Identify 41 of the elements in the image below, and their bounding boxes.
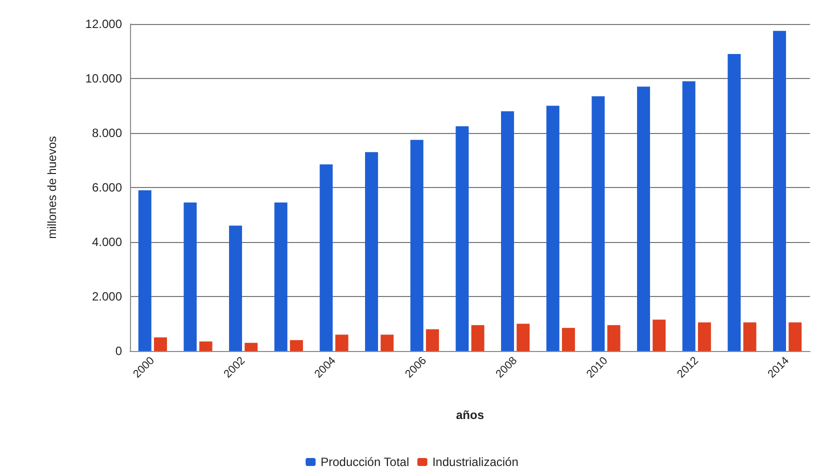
y-axis-title: millones de huevos [45, 136, 59, 239]
bar [290, 340, 303, 351]
bar [471, 325, 484, 351]
bar [592, 96, 605, 351]
bar [426, 329, 439, 351]
bar [637, 86, 650, 351]
bar [773, 30, 786, 351]
bar [380, 334, 394, 351]
bar [546, 106, 560, 351]
bar [335, 334, 348, 351]
bar [365, 152, 378, 351]
bar [229, 226, 242, 351]
bar [138, 190, 152, 351]
bar [788, 322, 802, 351]
bar [154, 337, 167, 351]
bar [199, 341, 212, 351]
bar [652, 320, 666, 351]
y-tick-label: 4.000 [92, 235, 122, 249]
bar [562, 328, 575, 351]
bar [184, 202, 197, 351]
bar [501, 111, 514, 351]
y-tick-label: 2.000 [92, 290, 122, 304]
bar [244, 342, 258, 351]
bar [728, 54, 741, 351]
bar [698, 322, 711, 351]
bar [456, 126, 469, 351]
y-tick-label: 6.000 [92, 180, 122, 194]
y-tick-label: 0 [115, 344, 122, 358]
bar [743, 322, 756, 351]
bar [516, 324, 530, 351]
bar [410, 140, 424, 351]
y-tick-label: 8.000 [92, 126, 122, 140]
bar [320, 164, 333, 351]
bar [682, 81, 696, 351]
y-tick-label: 10.000 [85, 72, 122, 86]
bar [274, 202, 288, 351]
y-tick-label: 12.000 [85, 17, 122, 31]
x-axis-title: años [456, 408, 484, 422]
bar [607, 325, 620, 351]
legend-label: Producción Total [320, 455, 410, 469]
legend-label: Industrialización [432, 455, 518, 469]
